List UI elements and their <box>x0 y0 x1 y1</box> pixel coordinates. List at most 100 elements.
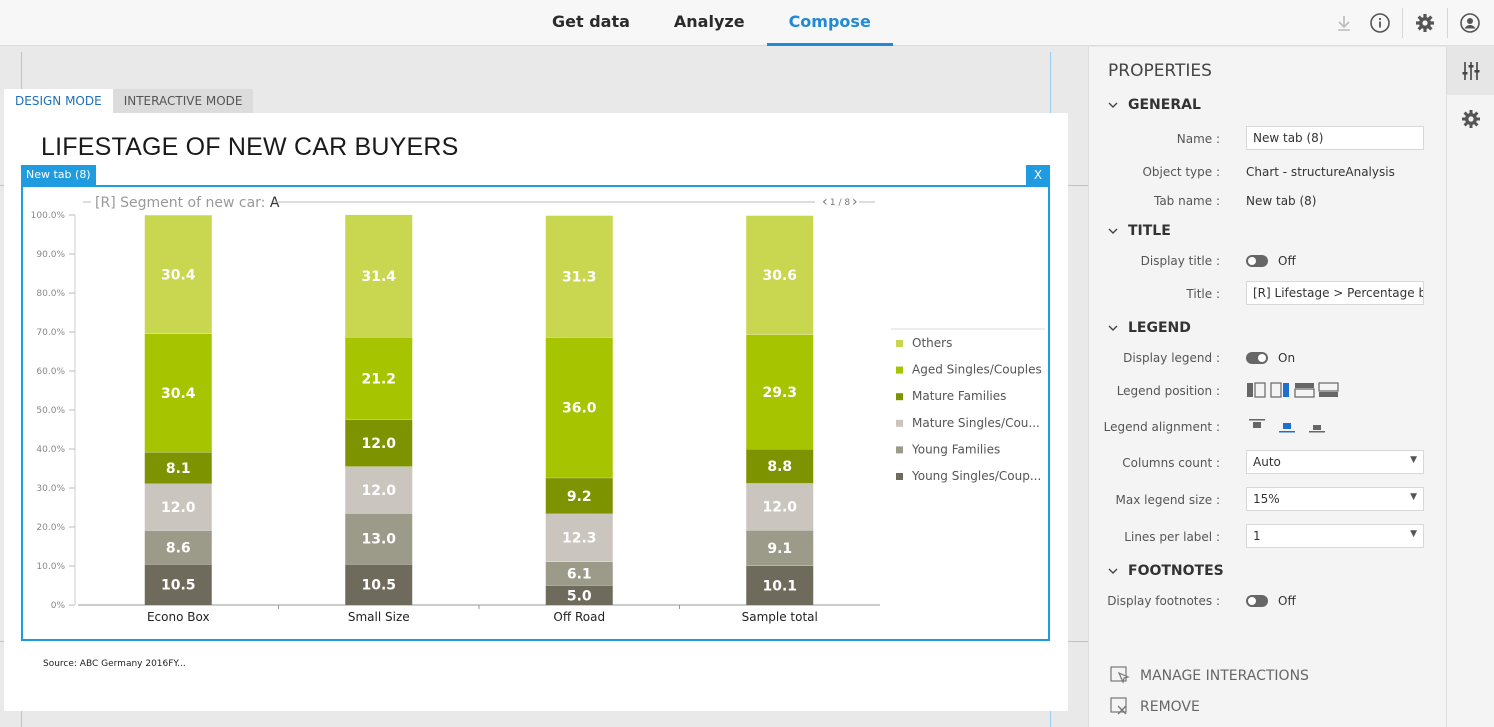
settings-toggle[interactable] <box>1447 95 1494 143</box>
legend-alignment-options <box>1246 417 1328 435</box>
top-icons <box>1326 0 1494 46</box>
bar-segment <box>345 513 413 565</box>
toggle-state: On <box>1278 351 1296 365</box>
legend-position-label: Legend position : <box>1116 384 1220 398</box>
main-nav: Get data Analyze Compose <box>530 0 893 46</box>
legend-right-icon[interactable] <box>1270 381 1292 399</box>
data-label: 12.0 <box>361 436 396 452</box>
data-label: 12.3 <box>562 531 597 547</box>
data-label: 36.0 <box>562 401 597 417</box>
section-header: FOOTNOTES <box>1128 563 1224 579</box>
display-footnotes-toggle[interactable]: Off <box>1246 594 1296 608</box>
bar-segment <box>746 483 814 531</box>
y-tick-label: 10.0% <box>36 562 65 572</box>
legend-left-icon[interactable] <box>1246 381 1268 399</box>
max-legend-size-select[interactable]: 15% ▼ <box>1246 487 1424 511</box>
dropdown-arrow-icon: ▼ <box>1410 492 1417 502</box>
data-label: 30.4 <box>161 267 196 283</box>
bar-segment <box>144 333 212 453</box>
data-label: 10.5 <box>161 578 196 594</box>
pager-label: 1 / 8 <box>830 198 850 208</box>
display-title-toggle[interactable]: Off <box>1246 254 1296 268</box>
legend-item: Mature Singles/Cou... <box>912 416 1040 430</box>
chart-widget[interactable]: New tab (8) X [R] Segment of new car: A ‹… <box>21 165 1050 641</box>
display-legend-toggle[interactable]: On <box>1246 351 1295 365</box>
tab-analyze[interactable]: Analyze <box>673 12 745 31</box>
tab-name-value: New tab (8) <box>1246 194 1317 208</box>
legend-item: Young Families <box>911 442 1000 456</box>
bar-segment <box>545 215 613 338</box>
bar-segment <box>144 530 212 565</box>
title-field[interactable]: [R] Lifestage > Percentage by <box>1246 281 1424 305</box>
manage-interactions-button[interactable]: MANAGE INTERACTIONS <box>1110 666 1309 686</box>
tab-compose[interactable]: Compose <box>766 0 893 46</box>
legend-top-icon[interactable] <box>1294 381 1316 399</box>
display-title-label: Display title : <box>1140 254 1220 268</box>
legend-item: Others <box>912 336 952 350</box>
max-legend-size-label: Max legend size : <box>1115 493 1220 507</box>
bar-segment <box>144 215 212 334</box>
tab-design-mode[interactable]: DESIGN MODE <box>4 89 113 113</box>
stacked-bar-chart: [R] Segment of new car: A ‹ 1 / 8 › 0% 10.0% 2… <box>31 194 1045 624</box>
data-label: 31.3 <box>562 269 597 285</box>
columns-count-select[interactable]: Auto ▼ <box>1246 450 1424 474</box>
bar-segment <box>345 337 413 420</box>
section-general[interactable]: GENERAL <box>1108 97 1201 113</box>
remove-icon <box>1110 697 1127 715</box>
legend-swatch <box>896 446 903 454</box>
align-middle-icon[interactable] <box>1276 417 1298 435</box>
legend-swatch <box>896 419 903 427</box>
legend-bottom-icon[interactable] <box>1318 381 1340 399</box>
chevron-down-icon <box>1108 97 1118 113</box>
download-icon[interactable] <box>1326 5 1362 41</box>
filter-label: [R] Segment of new car: A <box>95 195 280 211</box>
tab-interactive-mode[interactable]: INTERACTIVE MODE <box>112 89 254 113</box>
mode-tabs: DESIGN MODE INTERACTIVE MODE <box>4 89 254 113</box>
name-field[interactable]: New tab (8) <box>1246 126 1424 150</box>
section-legend[interactable]: LEGEND <box>1108 320 1191 336</box>
tab-name-label: Tab name : <box>1153 194 1220 208</box>
bar-segment <box>746 215 814 335</box>
properties-toggle[interactable] <box>1447 47 1494 95</box>
chevron-down-icon <box>1108 223 1118 239</box>
filter-label-text: [R] Segment of new car: <box>95 195 270 211</box>
data-label: 30.4 <box>161 386 196 402</box>
toggle-switch <box>1246 595 1268 607</box>
x-tick-label: Sample total <box>742 610 818 624</box>
legend-swatch <box>896 473 903 480</box>
section-title[interactable]: TITLE <box>1108 223 1171 239</box>
data-label: 12.0 <box>762 500 797 516</box>
remove-button[interactable]: REMOVE <box>1110 697 1200 717</box>
section-footnotes[interactable]: FOOTNOTES <box>1108 563 1224 579</box>
widget-tag[interactable]: New tab (8) <box>21 165 96 185</box>
properties-panel: PROPERTIES GENERAL Name : New tab (8) Ob… <box>1088 47 1446 727</box>
legend-item: Aged Singles/Couples <box>912 363 1042 377</box>
y-tick-label: 20.0% <box>36 523 65 533</box>
align-bottom-icon[interactable] <box>1306 417 1328 435</box>
bar-segment <box>545 561 613 586</box>
section-header: TITLE <box>1128 223 1171 239</box>
close-button[interactable]: X <box>1026 165 1050 185</box>
object-type-label: Object type : <box>1142 165 1220 179</box>
divider <box>1402 8 1403 38</box>
bar-segment <box>345 419 413 467</box>
bar-segment <box>545 585 613 605</box>
bar-segment <box>545 477 613 514</box>
bar-segment <box>746 449 814 484</box>
tab-get-data[interactable]: Get data <box>552 12 630 31</box>
chevron-down-icon <box>1108 563 1118 579</box>
info-icon[interactable] <box>1362 5 1398 41</box>
align-top-icon[interactable] <box>1246 417 1268 435</box>
legend-alignment-label: Legend alignment : <box>1103 420 1220 434</box>
gear-icon[interactable] <box>1407 5 1443 41</box>
lines-per-label-select[interactable]: 1 ▼ <box>1246 524 1424 548</box>
select-value: 15% <box>1253 492 1280 506</box>
bar-segment <box>144 483 212 531</box>
select-value: Auto <box>1253 455 1281 469</box>
user-icon[interactable] <box>1452 5 1488 41</box>
divider <box>1447 8 1448 38</box>
x-tick-label: Off Road <box>553 610 605 624</box>
data-label: 10.5 <box>361 578 396 594</box>
x-tick-label: Small Size <box>348 610 410 624</box>
bar-segment <box>545 337 613 478</box>
